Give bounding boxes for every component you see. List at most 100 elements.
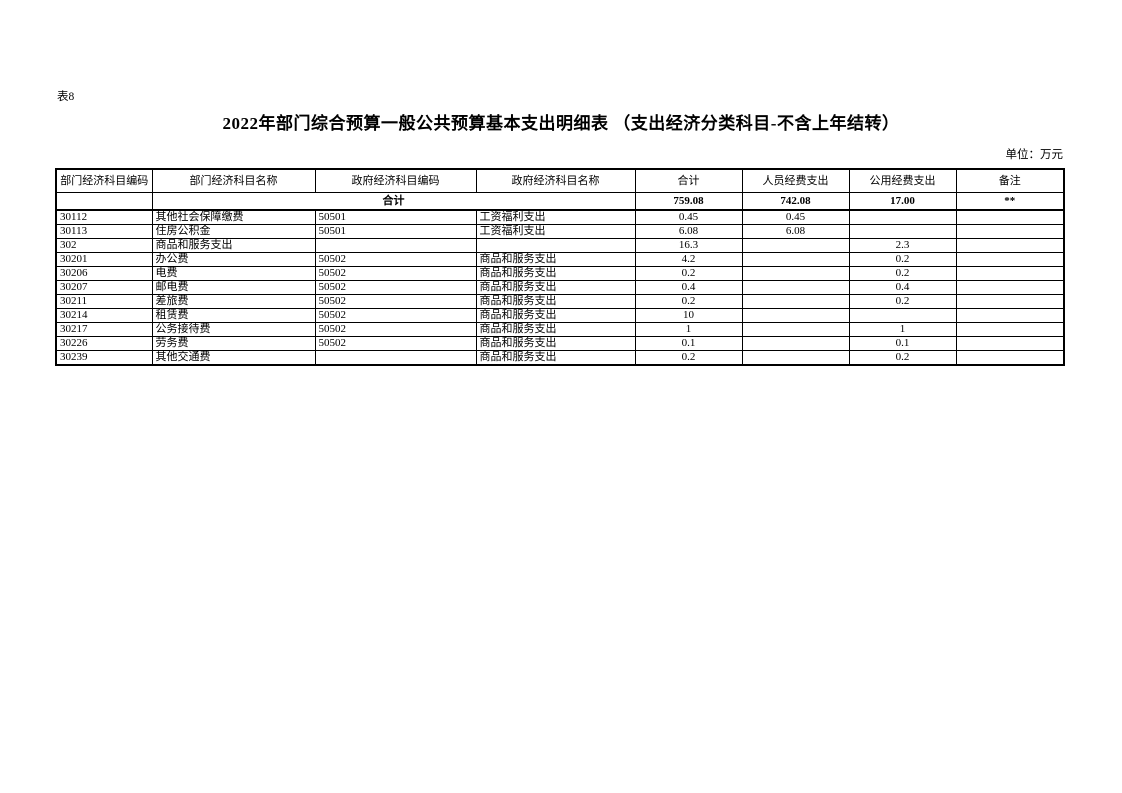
gov-code-cell: 50502 — [314, 294, 477, 309]
note-cell — [955, 308, 1065, 323]
personnel-cell — [741, 336, 850, 351]
dept-code-cell: 30201 — [55, 252, 153, 267]
dept-code-cell: 30206 — [55, 266, 153, 281]
dept-name-cell: 劳务费 — [151, 336, 316, 351]
gov-name-cell: 商品和服务支出 — [475, 350, 636, 366]
table-row: 30226 劳务费 50502 商品和服务支出 0.1 0.1 — [55, 336, 1065, 351]
public-cell: 0.2 — [848, 294, 957, 309]
column-header-public: 公用经费支出 — [848, 168, 957, 193]
table-row: 30207 邮电费 50502 商品和服务支出 0.4 0.4 — [55, 280, 1065, 295]
public-cell — [848, 224, 957, 239]
gov-code-cell: 50501 — [314, 209, 477, 225]
public-cell: 0.2 — [848, 266, 957, 281]
personnel-cell — [741, 266, 850, 281]
table-row: 30112 其他社会保障缴费 50501 工资福利支出 0.45 0.45 — [55, 209, 1065, 225]
dept-code-cell: 302 — [55, 238, 153, 253]
gov-code-cell: 50502 — [314, 336, 477, 351]
gov-name-cell: 商品和服务支出 — [475, 294, 636, 309]
gov-code-cell — [314, 238, 477, 253]
summary-public-cell: 17.00 — [848, 192, 957, 211]
note-cell — [955, 336, 1065, 351]
gov-name-cell: 商品和服务支出 — [475, 252, 636, 267]
dept-code-cell: 30211 — [55, 294, 153, 309]
table-row: 302 商品和服务支出 16.3 2.3 — [55, 238, 1065, 253]
summary-row: 合计 759.08 742.08 17.00 ** — [55, 192, 1065, 211]
column-header-note: 备注 — [955, 168, 1065, 193]
personnel-cell: 0.45 — [741, 209, 850, 225]
dept-name-cell: 其他交通费 — [151, 350, 316, 366]
table-header: 部门经济科目编码 部门经济科目名称 政府经济科目编码 政府经济科目名称 合计 人… — [55, 168, 1065, 193]
dept-name-cell: 电费 — [151, 266, 316, 281]
dept-code-cell: 30217 — [55, 322, 153, 337]
total-cell: 6.08 — [634, 224, 743, 239]
dept-name-cell: 其他社会保障缴费 — [151, 209, 316, 225]
total-cell: 0.4 — [634, 280, 743, 295]
page-title: 2022年部门综合预算一般公共预算基本支出明细表 （支出经济分类科目-不含上年结… — [222, 114, 900, 133]
public-cell — [848, 308, 957, 323]
personnel-cell — [741, 252, 850, 267]
column-header-total: 合计 — [634, 168, 743, 193]
table-row: 30217 公务接待费 50502 商品和服务支出 1 1 — [55, 322, 1065, 337]
dept-name-cell: 邮电费 — [151, 280, 316, 295]
dept-name-cell: 办公费 — [151, 252, 316, 267]
note-cell — [955, 266, 1065, 281]
table-row: 30113 住房公积金 50501 工资福利支出 6.08 6.08 — [55, 224, 1065, 239]
public-cell: 1 — [848, 322, 957, 337]
dept-code-cell: 30207 — [55, 280, 153, 295]
table-header-row: 部门经济科目编码 部门经济科目名称 政府经济科目编码 政府经济科目名称 合计 人… — [55, 168, 1065, 193]
column-header-gov-name: 政府经济科目名称 — [475, 168, 636, 193]
gov-name-cell: 商品和服务支出 — [475, 266, 636, 281]
gov-code-cell — [314, 350, 477, 366]
sheet-label: 表8 — [57, 91, 75, 103]
budget-table: 部门经济科目编码 部门经济科目名称 政府经济科目编码 政府经济科目名称 合计 人… — [55, 168, 1065, 366]
summary-total-cell: 759.08 — [634, 192, 743, 211]
gov-name-cell — [475, 238, 636, 253]
dept-name-cell: 租赁费 — [151, 308, 316, 323]
note-cell — [955, 224, 1065, 239]
public-cell — [848, 209, 957, 225]
personnel-cell — [741, 280, 850, 295]
table-row: 30206 电费 50502 商品和服务支出 0.2 0.2 — [55, 266, 1065, 281]
gov-name-cell: 商品和服务支出 — [475, 322, 636, 337]
total-cell: 4.2 — [634, 252, 743, 267]
unit-note: 单位：万元 — [1005, 149, 1064, 161]
dept-code-cell: 30112 — [55, 209, 153, 225]
gov-code-cell: 50502 — [314, 322, 477, 337]
gov-name-cell: 商品和服务支出 — [475, 280, 636, 295]
total-cell: 10 — [634, 308, 743, 323]
total-cell: 16.3 — [634, 238, 743, 253]
gov-code-cell: 50502 — [314, 280, 477, 295]
total-cell: 0.2 — [634, 266, 743, 281]
gov-name-cell: 商品和服务支出 — [475, 308, 636, 323]
gov-code-cell: 50502 — [314, 252, 477, 267]
column-header-dept-name: 部门经济科目名称 — [151, 168, 316, 193]
total-cell: 0.2 — [634, 350, 743, 366]
public-cell: 0.2 — [848, 350, 957, 366]
table-row: 30239 其他交通费 商品和服务支出 0.2 0.2 — [55, 350, 1065, 366]
dept-code-cell: 30214 — [55, 308, 153, 323]
note-cell — [955, 350, 1065, 366]
gov-code-cell: 50502 — [314, 308, 477, 323]
dept-name-cell: 商品和服务支出 — [151, 238, 316, 253]
public-cell: 0.4 — [848, 280, 957, 295]
gov-name-cell: 工资福利支出 — [475, 209, 636, 225]
table-row: 30201 办公费 50502 商品和服务支出 4.2 0.2 — [55, 252, 1065, 267]
public-cell: 2.3 — [848, 238, 957, 253]
table-body: 合计 759.08 742.08 17.00 ** 30112 其他社会保障缴费… — [55, 192, 1065, 366]
total-cell: 0.2 — [634, 294, 743, 309]
dept-code-cell: 30226 — [55, 336, 153, 351]
gov-code-cell: 50501 — [314, 224, 477, 239]
summary-dept-code-cell — [55, 192, 153, 211]
note-cell — [955, 252, 1065, 267]
column-header-dept-code: 部门经济科目编码 — [55, 168, 153, 193]
summary-note-cell: ** — [955, 192, 1065, 211]
gov-name-cell: 工资福利支出 — [475, 224, 636, 239]
column-header-personnel: 人员经费支出 — [741, 168, 850, 193]
gov-name-cell: 商品和服务支出 — [475, 336, 636, 351]
public-cell: 0.1 — [848, 336, 957, 351]
personnel-cell — [741, 294, 850, 309]
personnel-cell: 6.08 — [741, 224, 850, 239]
note-cell — [955, 294, 1065, 309]
personnel-cell — [741, 308, 850, 323]
